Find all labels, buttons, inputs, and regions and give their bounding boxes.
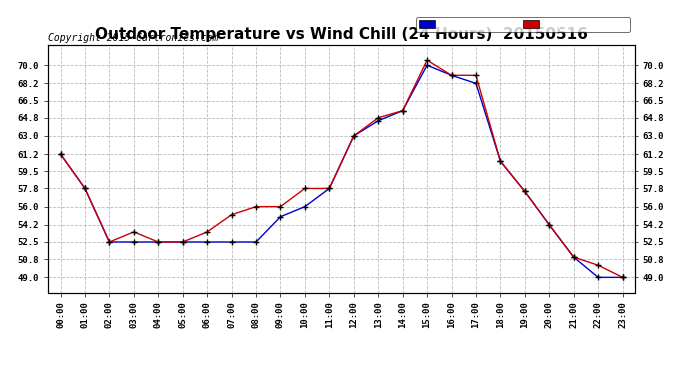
Title: Outdoor Temperature vs Wind Chill (24 Hours)  20150516: Outdoor Temperature vs Wind Chill (24 Ho… [95,27,588,42]
Text: Copyright 2015 Cartronics.com: Copyright 2015 Cartronics.com [48,33,219,42]
Legend: Wind Chill (°F), Temperature (°F): Wind Chill (°F), Temperature (°F) [416,17,630,32]
